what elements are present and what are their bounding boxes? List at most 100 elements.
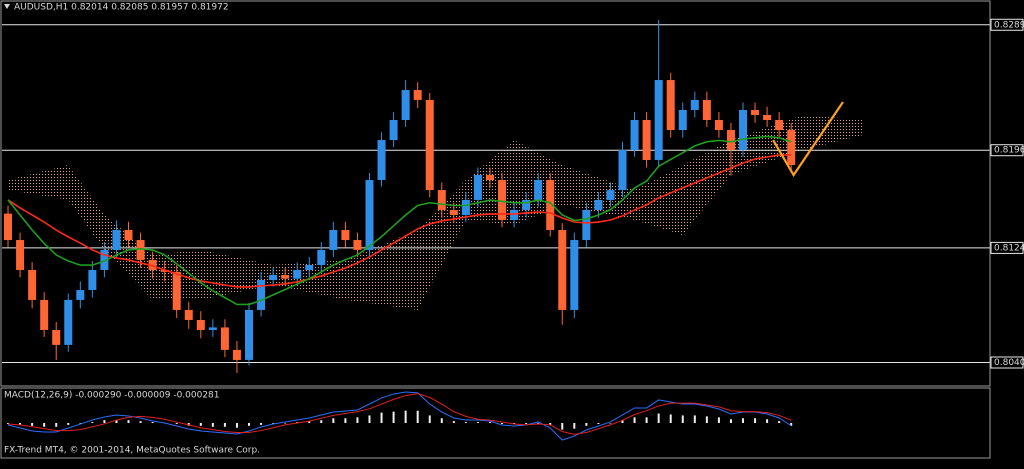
candle-body (172, 271, 181, 310)
macd-histogram-bar (103, 420, 106, 423)
macd-histogram-bar (790, 423, 793, 426)
macd-histogram-bar (573, 423, 576, 429)
candle-body (546, 180, 555, 231)
macd-histogram-bar (151, 422, 154, 423)
macd-histogram-bar (175, 423, 178, 424)
level-label: 0.81247 (994, 243, 1024, 253)
macd-histogram-bar (127, 420, 130, 423)
macd-histogram-bar (416, 410, 419, 423)
candle-body (293, 269, 302, 279)
level-label-box (990, 356, 1024, 369)
macd-histogram-bar (464, 422, 467, 423)
candle-body (76, 290, 85, 300)
candle-body (485, 175, 494, 181)
macd-histogram-bar (272, 423, 275, 424)
candle-body (64, 299, 73, 345)
macd-histogram-bar (67, 423, 70, 425)
candle-body (40, 299, 49, 330)
candle-body (160, 269, 169, 272)
candle-body (498, 180, 507, 220)
candle-body (522, 199, 531, 210)
macd-histogram-bar (754, 418, 757, 423)
candle-body (365, 180, 374, 250)
macd-histogram-bar (669, 414, 672, 423)
candle-body (739, 109, 747, 150)
macd-histogram-bar (248, 423, 250, 426)
macd-histogram-bar (43, 423, 46, 427)
candle-body (449, 209, 458, 215)
macd-histogram-bar (488, 422, 491, 423)
macd-histogram-bar (368, 415, 371, 423)
level-label-box (990, 241, 1024, 254)
candle-body (666, 80, 675, 131)
candle-body (642, 120, 651, 160)
candle-body (413, 90, 422, 100)
candle-body (726, 130, 735, 150)
macd-histogram-bar (742, 418, 744, 423)
macd-histogram-bar (7, 423, 10, 424)
candle-body (401, 90, 410, 121)
macd-histogram-bar (476, 422, 479, 423)
candle-body (630, 120, 639, 150)
macd-histogram-bar (549, 423, 552, 425)
macd-histogram-bar (115, 420, 118, 423)
candle-body (437, 190, 446, 210)
macd-histogram-bar (705, 416, 708, 423)
candle-body (389, 120, 398, 141)
candle-body (582, 209, 591, 241)
symbol-menu-icon[interactable] (4, 4, 10, 9)
candle-body (136, 240, 145, 260)
candle-body (148, 259, 157, 270)
candle-body (606, 190, 615, 200)
macd-histogram-bar (91, 422, 94, 423)
ichimoku-cloud (8, 114, 864, 310)
macd-line (7, 393, 792, 435)
main-panel-border (0, 0, 991, 387)
candle-body (16, 240, 25, 270)
macd-histogram-bar (428, 415, 431, 423)
macd-histogram-bar (657, 413, 660, 423)
macd-histogram-bar (778, 421, 781, 423)
macd-histogram-bar (729, 419, 732, 423)
macd-histogram-bar (404, 410, 407, 423)
candle-body (245, 309, 253, 360)
macd-histogram-bar (260, 423, 263, 425)
candle-body (4, 213, 13, 241)
macd-histogram-bar (55, 423, 58, 427)
macd-histogram-bar (561, 423, 564, 430)
macd-histogram-bar (223, 423, 226, 427)
candle-body (678, 109, 687, 131)
data-layer (2, 20, 990, 441)
macd-histogram-bar (633, 417, 636, 423)
moving-average-line (7, 135, 792, 306)
candle-body (510, 209, 519, 220)
macd-histogram-bar (693, 415, 696, 423)
candle-body (654, 80, 663, 160)
macd-histogram-bar (31, 423, 34, 426)
candle-body (751, 109, 760, 115)
candle-body (534, 180, 543, 200)
candle-body (690, 99, 699, 110)
axis-layer: 0.82894 0.81968 0.81247 0.80401 MACD(12,26,9… (4, 18, 1024, 401)
candle-body (269, 274, 278, 281)
macd-histogram-bar (211, 423, 214, 427)
macd-histogram-bar (717, 417, 720, 423)
footer-copyright: FX-Trend MT4, © 2001-2014, MetaQuotes So… (4, 446, 260, 456)
macd-histogram-bar (332, 418, 335, 423)
candle-body (281, 274, 290, 279)
macd-histogram-bar (621, 420, 624, 423)
macd-histogram-bar (19, 423, 22, 425)
macd-histogram-bar (344, 418, 347, 423)
macd-histogram-bar (199, 423, 202, 426)
macd-histogram-bar (597, 423, 600, 424)
candle-body (317, 249, 326, 265)
candle-body (257, 280, 266, 310)
candle-body (329, 230, 338, 250)
level-label: 0.81968 (994, 146, 1024, 156)
macd-histogram-bar (308, 421, 311, 423)
macd-histogram-bar (356, 417, 359, 423)
candle-body (473, 175, 482, 200)
candle-body (714, 120, 723, 131)
